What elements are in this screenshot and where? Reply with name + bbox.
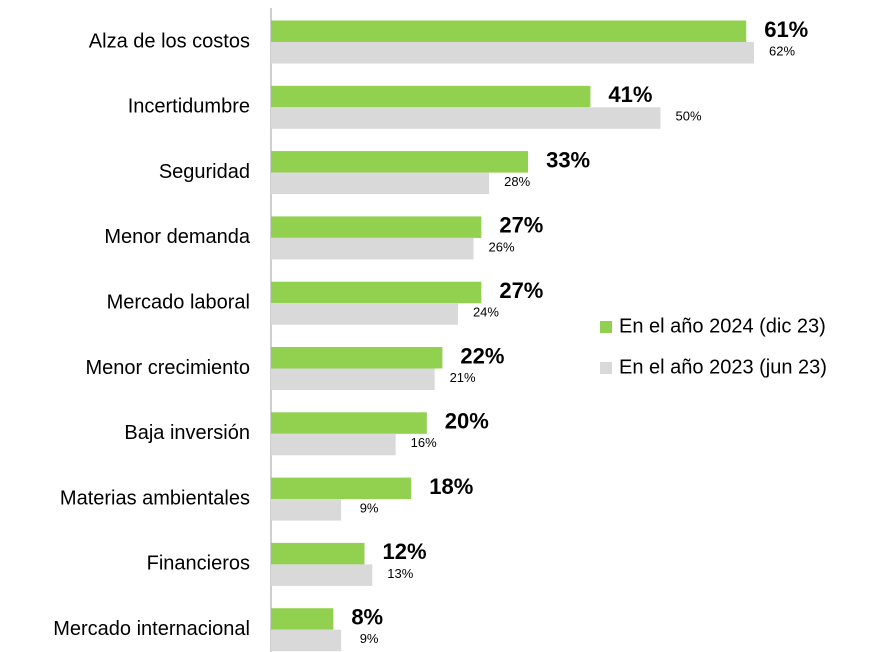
category-label: Mercado internacional [53, 618, 250, 640]
bar [271, 608, 334, 630]
bar [271, 281, 482, 304]
category-label: Mercado laboral [107, 291, 250, 313]
bar [271, 412, 427, 434]
category-label: Alza de los costos [89, 30, 250, 52]
legend-label: En el año 2024 (dic 23) [619, 315, 826, 337]
legend-swatch [600, 362, 612, 374]
legend-label: En el año 2023 (jun 23) [619, 356, 827, 378]
value-label: 21% [450, 370, 476, 385]
bar [271, 237, 474, 260]
value-label: 62% [769, 43, 795, 58]
value-label: 18% [429, 474, 473, 499]
category-label: Incertidumbre [128, 96, 250, 118]
bar [271, 368, 435, 390]
value-label: 24% [473, 305, 499, 320]
bar [271, 20, 747, 42]
bar [271, 107, 661, 129]
value-label: 20% [445, 409, 489, 434]
bar [271, 172, 490, 195]
bar [271, 303, 458, 325]
bar [271, 629, 342, 652]
bar [271, 216, 482, 238]
bar [271, 347, 443, 369]
value-label: 9% [360, 501, 379, 516]
value-label: 8% [351, 605, 383, 630]
value-label: 61% [764, 17, 808, 42]
value-label: 27% [499, 278, 543, 303]
value-label: 41% [608, 82, 652, 107]
bar [271, 151, 529, 173]
bar [271, 42, 754, 64]
bar [271, 85, 591, 108]
value-label: 27% [499, 213, 543, 238]
value-label: 33% [546, 147, 590, 172]
bar [271, 542, 365, 565]
bar [271, 499, 342, 521]
bar [271, 477, 412, 500]
category-label: Menor crecimiento [85, 357, 250, 379]
value-label: 9% [360, 631, 379, 646]
legend-swatch [600, 321, 612, 333]
value-label: 26% [489, 239, 515, 254]
bar [271, 564, 373, 586]
category-label: Financieros [147, 553, 250, 575]
category-label: Seguridad [159, 161, 250, 183]
value-label: 28% [504, 174, 530, 189]
bar [271, 433, 396, 456]
value-label: 50% [676, 109, 702, 124]
value-label: 16% [411, 435, 437, 450]
value-label: 22% [460, 343, 504, 368]
category-label: Menor demanda [104, 226, 251, 248]
value-label: 13% [387, 566, 413, 581]
category-label: Baja inversión [124, 422, 250, 444]
value-label: 12% [382, 539, 426, 564]
category-label: Materias ambientales [60, 487, 250, 509]
